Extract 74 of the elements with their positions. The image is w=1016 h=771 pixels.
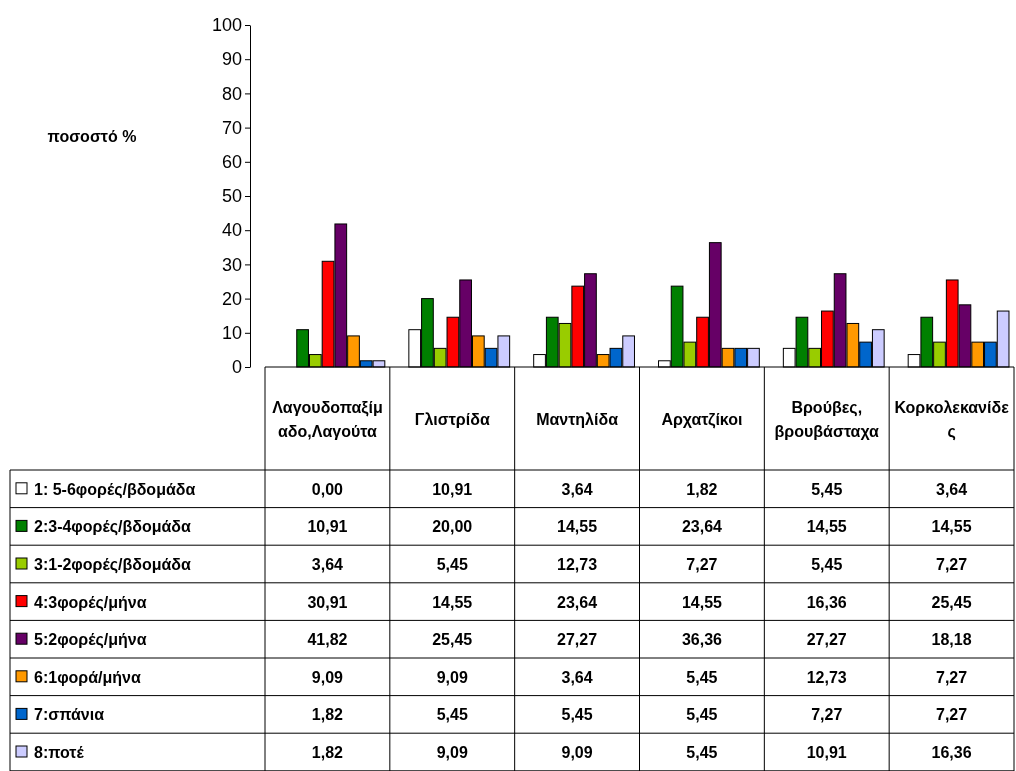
data-label: 0,00 (311, 480, 344, 498)
data-label: 23,64 (557, 593, 598, 611)
data-label: 5,45 (436, 556, 468, 573)
data-label: 1,82 (311, 706, 344, 724)
data-label: 7,27 (811, 706, 843, 724)
y-tick-label: 90 (221, 49, 242, 70)
y-tick-label: 100 (211, 15, 242, 36)
data-label: 3,64 (561, 480, 593, 498)
data-label: 5,45 (686, 744, 718, 761)
x-tick-label: Κορκολεκανίδες (894, 398, 1010, 441)
y-tick-label: 20 (221, 288, 242, 309)
data-label: 12,73 (806, 668, 847, 686)
data-label: 30,91 (307, 593, 348, 611)
data-label: 10,91 (806, 744, 847, 761)
y-tick-label: 50 (221, 186, 242, 207)
data-label: 27,27 (557, 631, 598, 649)
data-label: 5,45 (811, 480, 843, 498)
x-tick-label: Αρχατζίκοι (661, 410, 743, 429)
data-label: 5,45 (436, 706, 468, 724)
data-label: 1,82 (686, 480, 718, 498)
data-label: 9,09 (436, 744, 468, 761)
data-label: 7,27 (936, 668, 968, 686)
data-label: 9,09 (436, 668, 468, 686)
data-label: 3,64 (311, 556, 344, 573)
data-label: 20,00 (432, 518, 473, 536)
data-label: 16,36 (931, 744, 972, 761)
y-tick-label: 60 (221, 152, 242, 173)
data-label: 5,45 (811, 556, 843, 573)
data-label: 9,09 (311, 668, 344, 686)
data-label: 1,82 (311, 744, 344, 761)
data-label: 5,45 (686, 706, 718, 724)
data-label: 12,73 (557, 556, 598, 573)
x-tick-label: Γλιστρίδα (414, 410, 490, 428)
legend-label: 1: 5-6φορές/βδομάδα (34, 480, 196, 499)
legend-label: 4:3φορές/μήνα (34, 593, 147, 612)
data-label: 14,55 (806, 518, 847, 536)
data-label: 18,18 (931, 631, 972, 649)
x-tick-label: Βρούβες, βρουβάσταχα (774, 398, 880, 440)
data-label: 5,45 (686, 668, 718, 686)
data-label: 14,55 (557, 518, 598, 536)
legend-label: 7:σπάνια (34, 706, 105, 724)
data-label: 16,36 (806, 593, 847, 611)
data-label: 3,64 (936, 480, 968, 498)
x-tick-label: Λαγουδοπαξίμαδο,Λαγούτα (272, 398, 383, 440)
legend-label: 2:3-4φορές/βδομάδα (34, 518, 192, 537)
y-axis-title: ποσοστό % (47, 128, 137, 145)
y-tick-label: 10 (221, 323, 242, 344)
data-label: 10,91 (307, 518, 348, 536)
data-label: 41,82 (307, 631, 348, 649)
data-label: 7,27 (936, 556, 968, 573)
data-label: 27,27 (806, 631, 847, 649)
x-tick-label: Μαντηλίδα (536, 410, 619, 428)
data-label: 25,45 (931, 593, 972, 611)
legend-label: 3:1-2φορές/βδομάδα (34, 556, 192, 574)
y-tick-label: 0 (231, 357, 242, 378)
y-tick-label: 30 (221, 254, 242, 275)
data-label: 14,55 (432, 593, 473, 611)
y-tick-label: 80 (221, 83, 242, 104)
data-label: 9,09 (561, 744, 593, 761)
data-label: 10,91 (432, 480, 473, 498)
data-label: 36,36 (681, 631, 723, 649)
data-label: 14,55 (931, 518, 972, 536)
data-label: 14,55 (681, 593, 723, 611)
data-label: 7,27 (936, 706, 968, 724)
data-label: 25,45 (432, 631, 473, 649)
y-tick-label: 40 (221, 220, 242, 241)
y-tick-label: 70 (221, 117, 242, 138)
data-label: 3,64 (561, 668, 593, 686)
data-label: 23,64 (681, 518, 723, 536)
data-label: 5,45 (561, 706, 593, 724)
legend-label: 5:2φορές/μήνα (34, 631, 147, 650)
legend-label: 8:ποτέ (34, 744, 85, 761)
legend-label: 6:1φορά/μήνα (34, 668, 141, 686)
data-label: 7,27 (686, 556, 718, 573)
